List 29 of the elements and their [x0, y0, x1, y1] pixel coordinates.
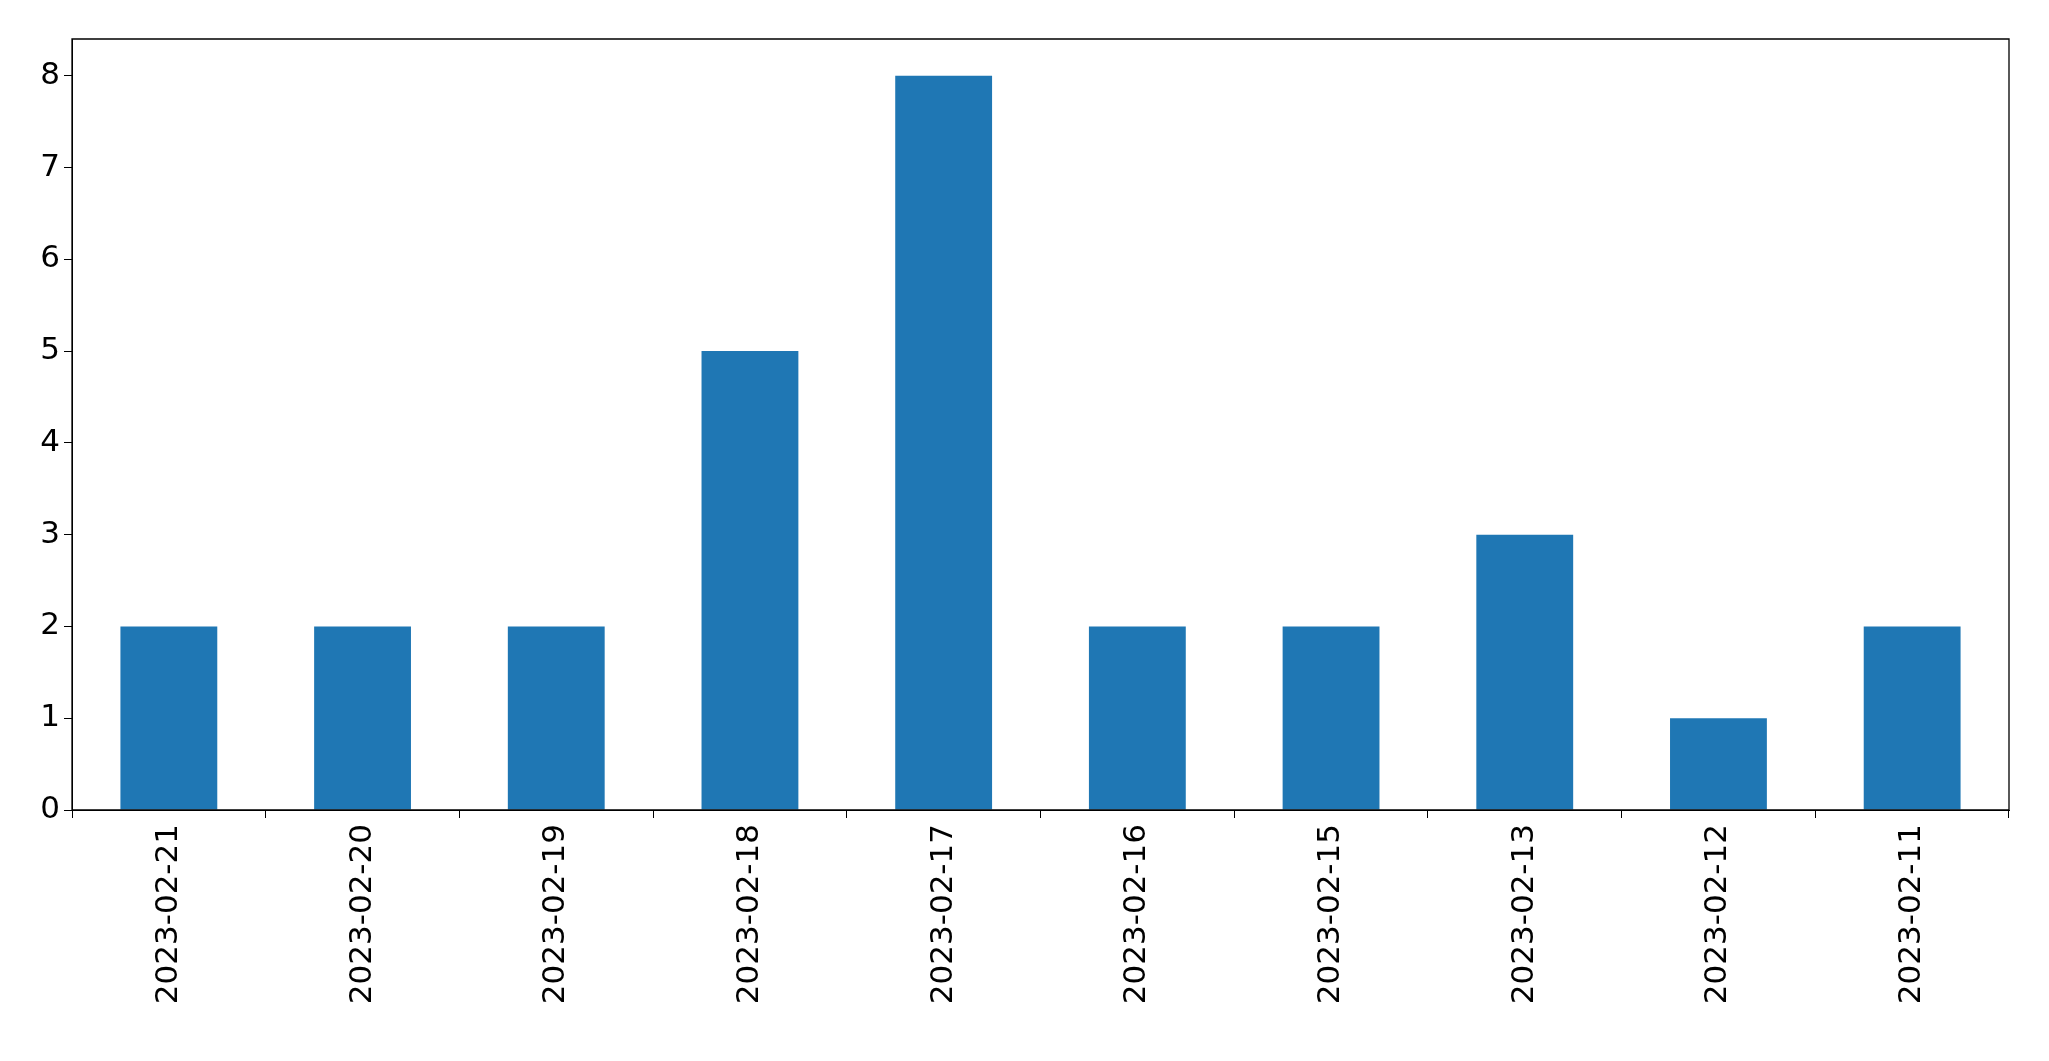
y-tick-label: 1 — [40, 697, 60, 734]
y-tick-label: 5 — [40, 330, 60, 367]
x-tick-label: 2023-02-21 — [147, 824, 184, 1005]
x-tick-label: 2023-02-19 — [535, 824, 572, 1005]
bar — [1476, 534, 1574, 810]
bar — [1088, 626, 1186, 810]
bar — [895, 75, 993, 810]
y-tick-label: 0 — [40, 789, 60, 826]
y-tick-label: 2 — [40, 605, 60, 642]
bar — [1863, 626, 1961, 810]
x-tick-label: 2023-02-13 — [1503, 824, 1540, 1005]
y-tick-label: 4 — [40, 421, 60, 458]
x-tick-label: 2023-02-12 — [1697, 824, 1734, 1005]
x-tick-label: 2023-02-18 — [729, 824, 765, 1005]
bar — [507, 626, 605, 810]
bar — [701, 351, 799, 810]
x-tick-label: 2023-02-17 — [922, 824, 959, 1005]
y-tick-label: 7 — [40, 146, 60, 183]
bar — [314, 626, 411, 810]
x-tick-label: 2023-02-15 — [1310, 824, 1347, 1005]
y-tick-label: 3 — [40, 513, 60, 550]
x-tick-label: 2023-02-11 — [1891, 824, 1928, 1005]
bar — [1670, 718, 1767, 810]
bar — [1282, 626, 1380, 810]
y-tick-label: 6 — [40, 238, 60, 275]
bar — [120, 626, 218, 810]
y-tick-label: 8 — [40, 54, 60, 91]
x-tick-label: 2023-02-16 — [1116, 824, 1153, 1005]
x-tick-label: 2023-02-20 — [341, 824, 378, 1005]
